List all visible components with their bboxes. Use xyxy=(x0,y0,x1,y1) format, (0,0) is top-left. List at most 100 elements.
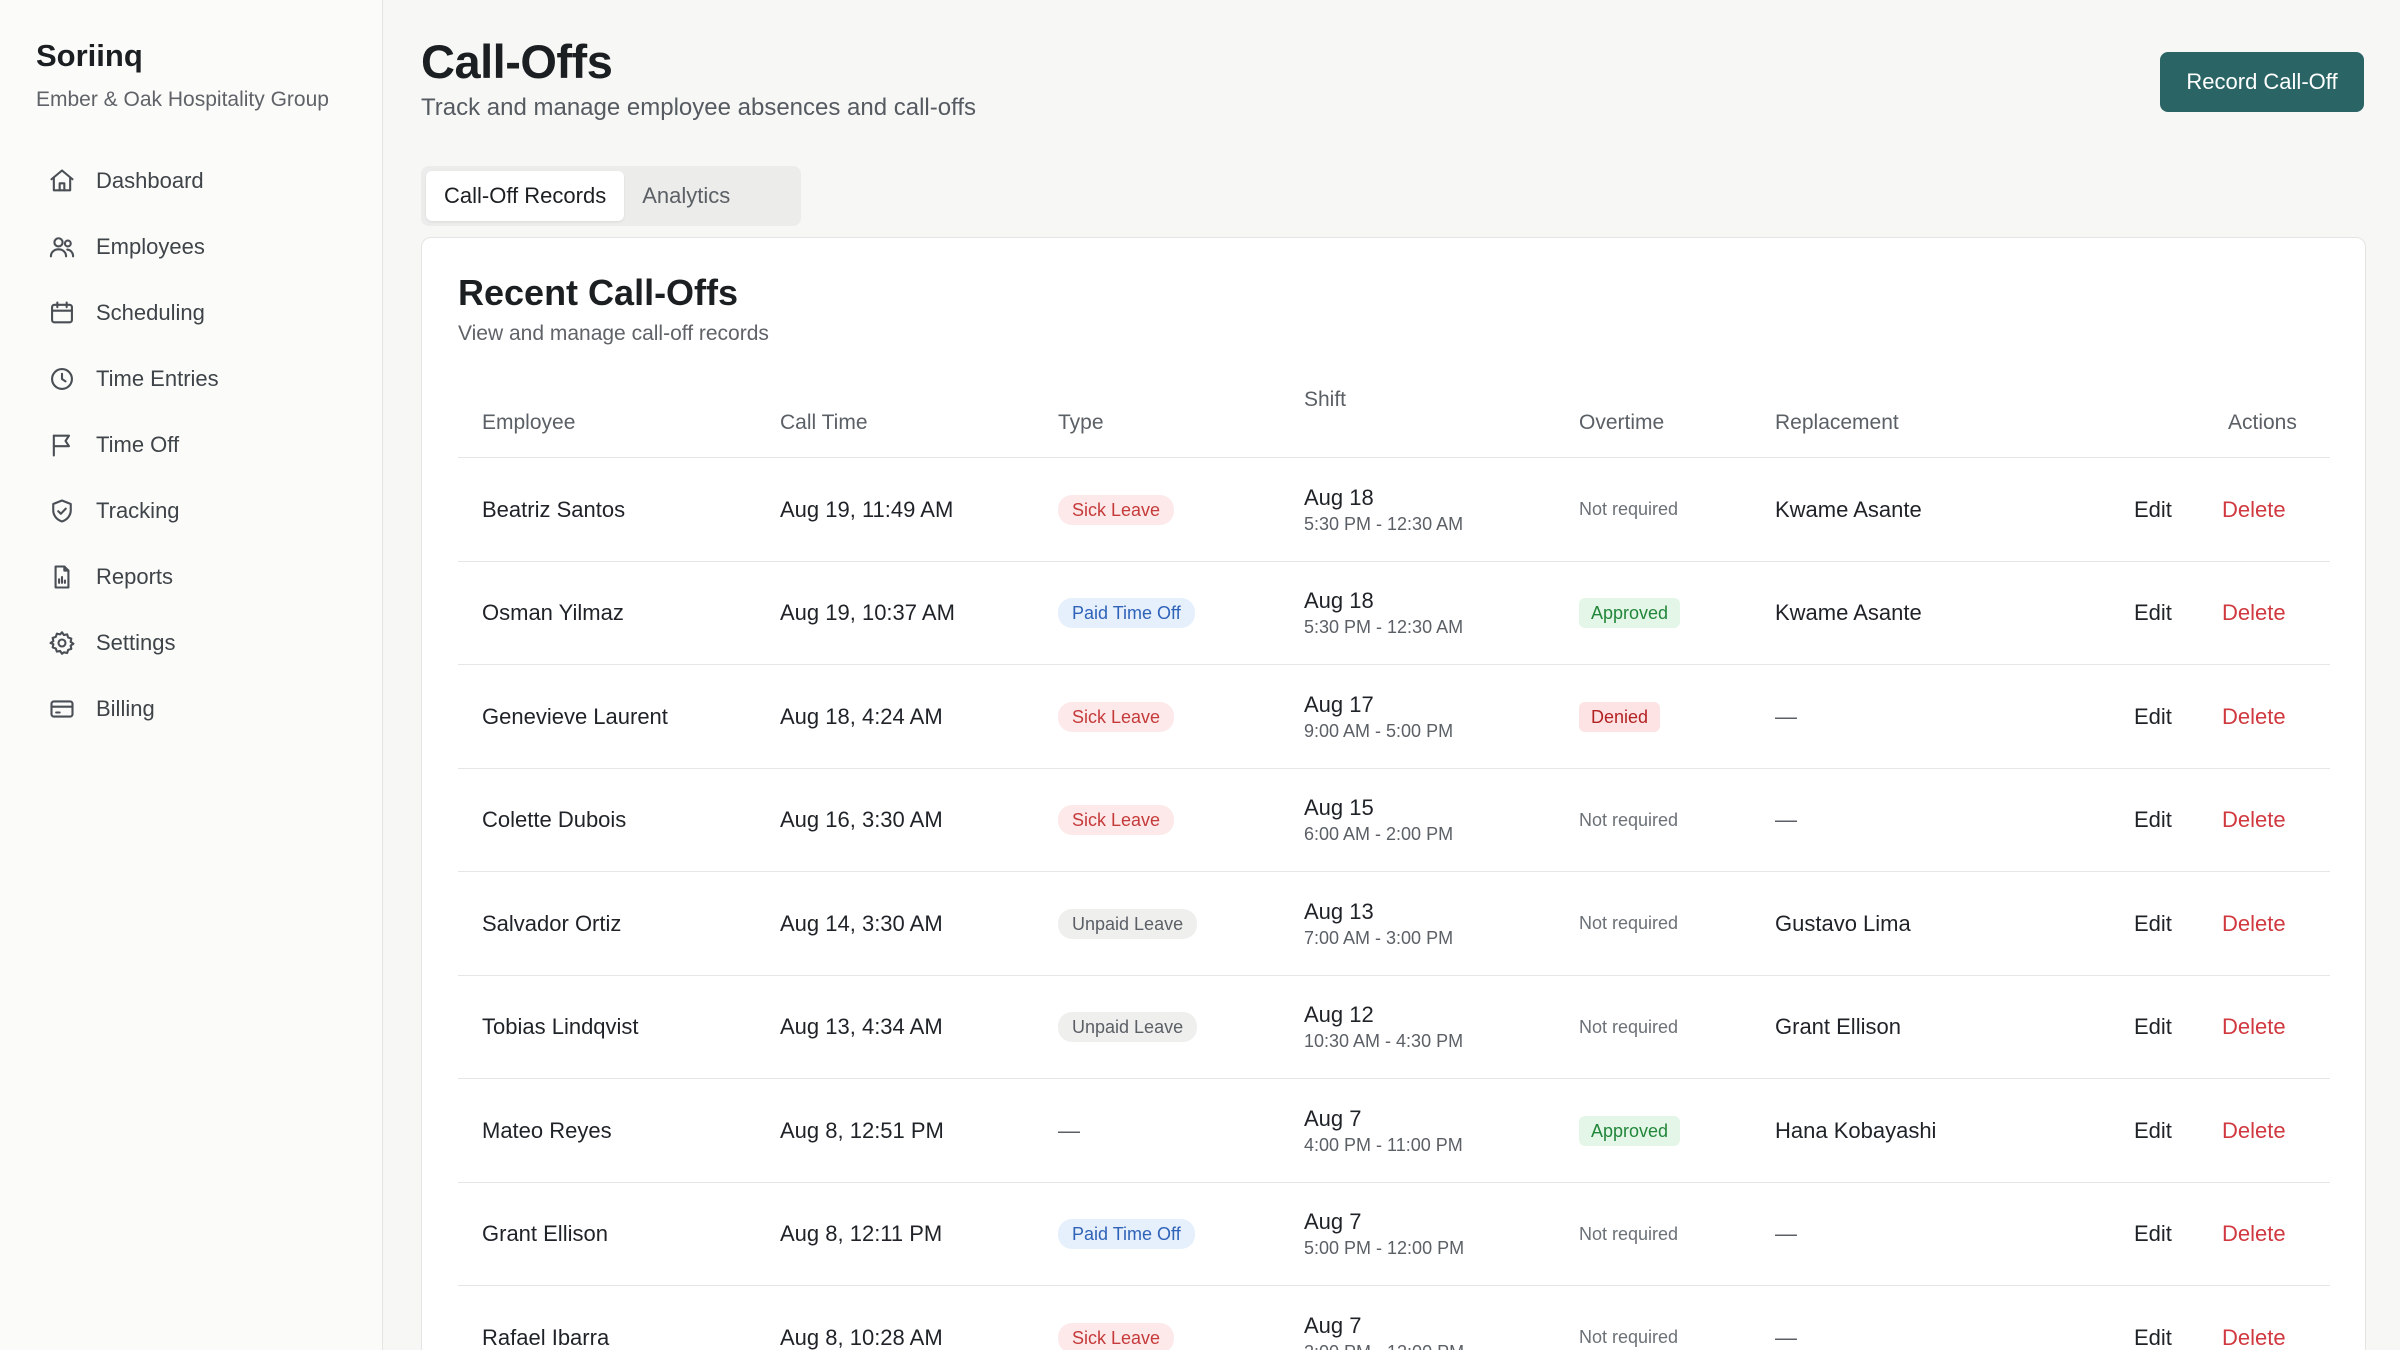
delete-button[interactable]: Delete xyxy=(2222,1014,2286,1039)
shift-date: Aug 18 xyxy=(1304,484,1374,510)
overtime-status: Not required xyxy=(1579,1327,1679,1347)
tab-analytics[interactable]: Analytics xyxy=(642,183,731,208)
table-row: Salvador Ortiz Aug 14, 3:30 AM Unpaid Le… xyxy=(458,872,2330,976)
sidebar-item-dashboard[interactable]: Dashboard xyxy=(36,148,356,214)
column-header-overtime[interactable]: Overtime xyxy=(1579,411,1665,434)
replacement-name: Kwame Asante xyxy=(1775,600,1922,625)
type-badge: Sick Leave xyxy=(1058,1322,1175,1350)
edit-cell: Edit xyxy=(2134,458,2172,561)
overtime-cell: Approved xyxy=(1579,1079,1681,1182)
edit-cell: Edit xyxy=(2134,665,2172,768)
column-header-actions: Actions xyxy=(2228,411,2297,434)
delete-cell: Delete xyxy=(2222,1286,2286,1350)
shift-cell: Aug 12 10:30 AM - 4:30 PM xyxy=(1304,976,1463,1079)
replacement-name: Hana Kobayashi xyxy=(1775,1117,1937,1143)
edit-button[interactable]: Edit xyxy=(2134,496,2172,522)
page-subtitle: Track and manage employee absences and c… xyxy=(421,94,976,121)
delete-button[interactable]: Delete xyxy=(2222,1221,2286,1246)
edit-button[interactable]: Edit xyxy=(2134,1221,2172,1246)
tab-call-off-records[interactable]: Call-Off Records xyxy=(426,171,625,221)
edit-cell: Edit xyxy=(2134,562,2172,665)
shift-date: Aug 15 xyxy=(1304,795,1374,820)
delete-button[interactable]: Delete xyxy=(2222,703,2286,729)
shift-time: 2:00 PM - 12:00 PM xyxy=(1304,1340,1464,1350)
overtime-cell: Approved xyxy=(1579,562,1681,665)
type-badge: Sick Leave xyxy=(1058,494,1175,525)
edit-button[interactable]: Edit xyxy=(2134,600,2172,625)
shift-time: 5:00 PM - 12:00 PM xyxy=(1304,1238,1465,1258)
delete-cell: Delete xyxy=(2222,1079,2286,1182)
sidebar-item-settings[interactable]: Settings xyxy=(36,610,356,676)
delete-cell: Delete xyxy=(2222,872,2286,975)
employee-name: Genevieve Laurent xyxy=(482,703,668,729)
column-header-call-time[interactable]: Call Time xyxy=(780,411,868,434)
type-badge: Paid Time Off xyxy=(1058,598,1195,628)
delete-button[interactable]: Delete xyxy=(2222,910,2286,936)
sidebar-item-time-entries[interactable]: Time Entries xyxy=(36,346,356,412)
overtime-badge: Approved xyxy=(1579,598,1681,628)
gear-icon xyxy=(48,629,76,657)
call-offs-card: Recent Call-Offs View and manage call-of… xyxy=(421,237,2366,1350)
shift-date: Aug 13 xyxy=(1304,898,1374,924)
shift-date: Aug 7 xyxy=(1304,1209,1362,1234)
shift-time: 4:00 PM - 11:00 PM xyxy=(1304,1134,1463,1155)
replacement-cell: — xyxy=(1775,769,1797,872)
table-row: Mateo Reyes Aug 8, 12:51 PM — Aug 7 4:00… xyxy=(458,1079,2330,1183)
call-time: Aug 19, 11:49 AM xyxy=(780,496,954,522)
column-header-employee[interactable]: Employee xyxy=(482,411,576,434)
app-name: Soriinq xyxy=(36,38,143,73)
edit-cell: Edit xyxy=(2134,976,2172,1079)
table-row: Osman Yilmaz Aug 19, 10:37 AM Paid Time … xyxy=(458,562,2330,665)
type-badge: Unpaid Leave xyxy=(1058,1012,1198,1042)
overtime-badge: Denied xyxy=(1579,701,1661,732)
shift-cell: Aug 7 4:00 PM - 11:00 PM xyxy=(1304,1079,1463,1182)
edit-button[interactable]: Edit xyxy=(2134,703,2172,729)
replacement-name: — xyxy=(1775,703,1797,729)
delete-button[interactable]: Delete xyxy=(2222,807,2286,832)
edit-button[interactable]: Edit xyxy=(2134,1324,2172,1350)
page-title: Call-Offs xyxy=(421,35,613,88)
call-time: Aug 8, 12:51 PM xyxy=(780,1117,944,1143)
sidebar-item-time-off[interactable]: Time Off xyxy=(36,412,356,478)
delete-button[interactable]: Delete xyxy=(2222,1117,2286,1143)
column-header-type[interactable]: Type xyxy=(1058,411,1104,434)
overtime-badge: Approved xyxy=(1579,1115,1681,1146)
table-row: Grant Ellison Aug 8, 12:11 PM Paid Time … xyxy=(458,1183,2330,1286)
sidebar-item-scheduling[interactable]: Scheduling xyxy=(36,280,356,346)
column-header-shift[interactable]: Shift xyxy=(1304,388,1347,411)
replacement-cell: — xyxy=(1775,1286,1797,1350)
table-header: Employee Call Time Type Shift Overtime R… xyxy=(458,388,2330,458)
home-icon xyxy=(48,167,76,195)
shift-date: Aug 17 xyxy=(1304,691,1374,717)
report-icon xyxy=(48,563,76,591)
shift-time: 7:00 AM - 3:00 PM xyxy=(1304,927,1454,948)
sidebar-item-reports[interactable]: Reports xyxy=(36,544,356,610)
table-body: Beatriz Santos Aug 19, 11:49 AM Sick Lea… xyxy=(458,458,2330,1350)
type-cell: Sick Leave xyxy=(1058,665,1175,768)
delete-cell: Delete xyxy=(2222,976,2286,1079)
table-row: Genevieve Laurent Aug 18, 4:24 AM Sick L… xyxy=(458,665,2330,769)
edit-cell: Edit xyxy=(2134,1286,2172,1350)
record-call-off-button[interactable]: Record Call-Off xyxy=(2160,52,2364,112)
edit-cell: Edit xyxy=(2134,872,2172,975)
sidebar-item-tracking[interactable]: Tracking xyxy=(36,478,356,544)
delete-button[interactable]: Delete xyxy=(2222,496,2286,522)
edit-button[interactable]: Edit xyxy=(2134,1014,2172,1039)
edit-button[interactable]: Edit xyxy=(2134,1117,2172,1143)
sidebar-item-billing[interactable]: Billing xyxy=(36,676,356,742)
overtime-status: Not required xyxy=(1579,1223,1679,1244)
employee-name: Grant Ellison xyxy=(482,1221,608,1246)
flag-icon xyxy=(48,431,76,459)
card-title: Recent Call-Offs xyxy=(458,272,739,313)
type-badge: Sick Leave xyxy=(1058,701,1175,732)
employee-name: Rafael Ibarra xyxy=(482,1324,610,1350)
delete-button[interactable]: Delete xyxy=(2222,600,2286,625)
delete-button[interactable]: Delete xyxy=(2222,1324,2286,1350)
edit-button[interactable]: Edit xyxy=(2134,910,2172,936)
call-offs-table: Employee Call Time Type Shift Overtime R… xyxy=(458,388,2330,1350)
type-empty: — xyxy=(1058,1117,1080,1143)
type-badge: Paid Time Off xyxy=(1058,1219,1195,1249)
sidebar-item-employees[interactable]: Employees xyxy=(36,214,356,280)
column-header-replacement[interactable]: Replacement xyxy=(1775,411,1899,434)
edit-button[interactable]: Edit xyxy=(2134,807,2172,832)
